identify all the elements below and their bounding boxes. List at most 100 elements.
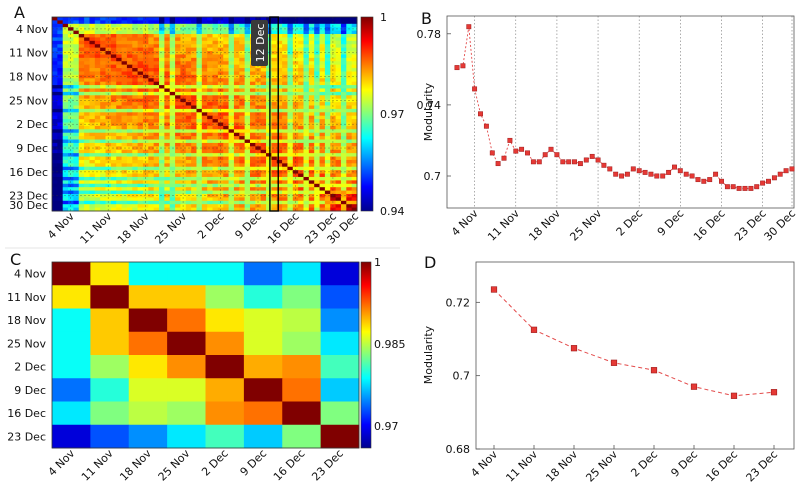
heatmap-cell bbox=[212, 27, 219, 32]
heatmap-cell bbox=[205, 355, 245, 379]
heatmap-cell bbox=[100, 64, 106, 69]
heatmap-cell bbox=[351, 112, 358, 117]
heatmap-cell bbox=[52, 159, 58, 164]
heatmap-cell bbox=[153, 200, 160, 205]
heatmap-cell bbox=[164, 122, 171, 127]
heatmap-cell bbox=[287, 112, 294, 117]
heatmap-cell bbox=[132, 54, 139, 59]
heatmap-cell bbox=[201, 115, 208, 120]
heatmap-cell bbox=[68, 125, 74, 130]
heatmap-cell bbox=[324, 166, 331, 171]
heatmap-cell bbox=[351, 105, 358, 110]
heatmap-cell bbox=[62, 204, 69, 208]
heatmap-cell bbox=[73, 108, 80, 113]
heatmap-cell bbox=[201, 204, 208, 208]
heatmap-cell bbox=[228, 146, 235, 151]
heatmap-cell bbox=[132, 85, 139, 89]
heatmap-cell bbox=[100, 102, 106, 106]
heatmap-cell bbox=[132, 190, 139, 195]
heatmap-cell bbox=[212, 61, 219, 66]
heatmap-cell bbox=[132, 136, 139, 140]
heatmap-cell bbox=[298, 37, 304, 42]
heatmap-cell bbox=[282, 207, 288, 212]
heatmap-cell bbox=[94, 105, 101, 110]
data-point bbox=[701, 178, 707, 184]
heatmap-cell bbox=[217, 142, 224, 147]
heatmap-cell bbox=[351, 170, 358, 174]
heatmap-cell bbox=[116, 115, 122, 120]
heatmap-cell bbox=[271, 54, 278, 59]
heatmap-cell bbox=[191, 115, 197, 120]
heatmap-cell bbox=[340, 190, 347, 195]
heatmap-cell bbox=[243, 401, 283, 426]
heatmap-cell bbox=[233, 112, 240, 117]
heatmap-cell bbox=[207, 34, 213, 38]
heatmap-cell bbox=[153, 183, 160, 188]
heatmap-cell bbox=[228, 47, 235, 52]
heatmap-cell bbox=[137, 23, 144, 28]
heatmap-cell bbox=[249, 200, 256, 205]
heatmap-cell bbox=[110, 20, 117, 25]
heatmap-cell bbox=[244, 68, 251, 72]
heatmap-cell bbox=[89, 159, 96, 164]
heatmap-cell bbox=[137, 187, 144, 191]
row-tick-label: 4 Nov bbox=[14, 268, 46, 281]
heatmap-cell bbox=[94, 132, 101, 137]
heatmap-cell bbox=[308, 180, 315, 185]
data-point bbox=[525, 150, 530, 156]
heatmap-cell bbox=[78, 149, 85, 154]
heatmap-cell bbox=[308, 156, 315, 161]
heatmap-cell bbox=[164, 34, 171, 38]
heatmap-cell bbox=[233, 132, 240, 137]
heatmap-cell bbox=[68, 146, 74, 151]
heatmap-cell bbox=[84, 44, 90, 49]
heatmap-cell bbox=[244, 30, 251, 35]
heatmap-cell bbox=[196, 187, 203, 191]
heatmap-cell bbox=[201, 54, 208, 59]
heatmap-cell bbox=[57, 30, 64, 35]
heatmap-cell bbox=[324, 183, 331, 188]
panel-c-col-tick-labels: 4 Nov 11 Nov 18 Nov 25 Nov 2 Dec 9 Dec 16 Dec 2… bbox=[46, 447, 346, 484]
heatmap-cell bbox=[110, 81, 117, 86]
heatmap-cell bbox=[233, 37, 240, 42]
heatmap-cell bbox=[212, 146, 219, 151]
heatmap-cell bbox=[94, 115, 101, 120]
heatmap-cell bbox=[340, 102, 347, 106]
heatmap-cell bbox=[346, 190, 353, 195]
heatmap-cell bbox=[84, 68, 90, 72]
heatmap-cell bbox=[175, 153, 181, 157]
heatmap-cell bbox=[319, 71, 326, 76]
heatmap-cell bbox=[233, 183, 240, 188]
heatmap-cell bbox=[100, 200, 106, 205]
col-tick-label: 16 Dec bbox=[271, 447, 308, 484]
heatmap-cell bbox=[116, 91, 122, 96]
heatmap-cell bbox=[207, 98, 213, 103]
heatmap-cell bbox=[153, 176, 160, 181]
heatmap-cell bbox=[298, 20, 304, 25]
heatmap-cell bbox=[324, 71, 331, 76]
heatmap-cell bbox=[287, 74, 294, 79]
heatmap-cell bbox=[175, 139, 181, 144]
heatmap-cell bbox=[276, 44, 283, 49]
heatmap-cell bbox=[121, 119, 128, 123]
heatmap-cell bbox=[346, 71, 353, 76]
heatmap-cell bbox=[175, 102, 181, 106]
heatmap-cell bbox=[282, 176, 288, 181]
heatmap-cell bbox=[282, 378, 322, 402]
heatmap-cell bbox=[239, 193, 246, 198]
heatmap-cell bbox=[228, 61, 235, 66]
heatmap-cell bbox=[191, 85, 197, 89]
heatmap-cell bbox=[266, 30, 272, 35]
heatmap-cell bbox=[153, 71, 160, 76]
x-tick-label: 4 Nov bbox=[449, 207, 481, 239]
heatmap-cell bbox=[330, 37, 336, 42]
heatmap-cell bbox=[110, 153, 117, 157]
heatmap-cell bbox=[52, 187, 58, 191]
heatmap-cell bbox=[276, 40, 283, 45]
heatmap-cell bbox=[266, 166, 272, 171]
heatmap-cell bbox=[128, 262, 168, 286]
heatmap-cell bbox=[239, 30, 246, 35]
heatmap-cell bbox=[52, 102, 58, 106]
heatmap-cell bbox=[266, 119, 272, 123]
heatmap-cell bbox=[153, 112, 160, 117]
